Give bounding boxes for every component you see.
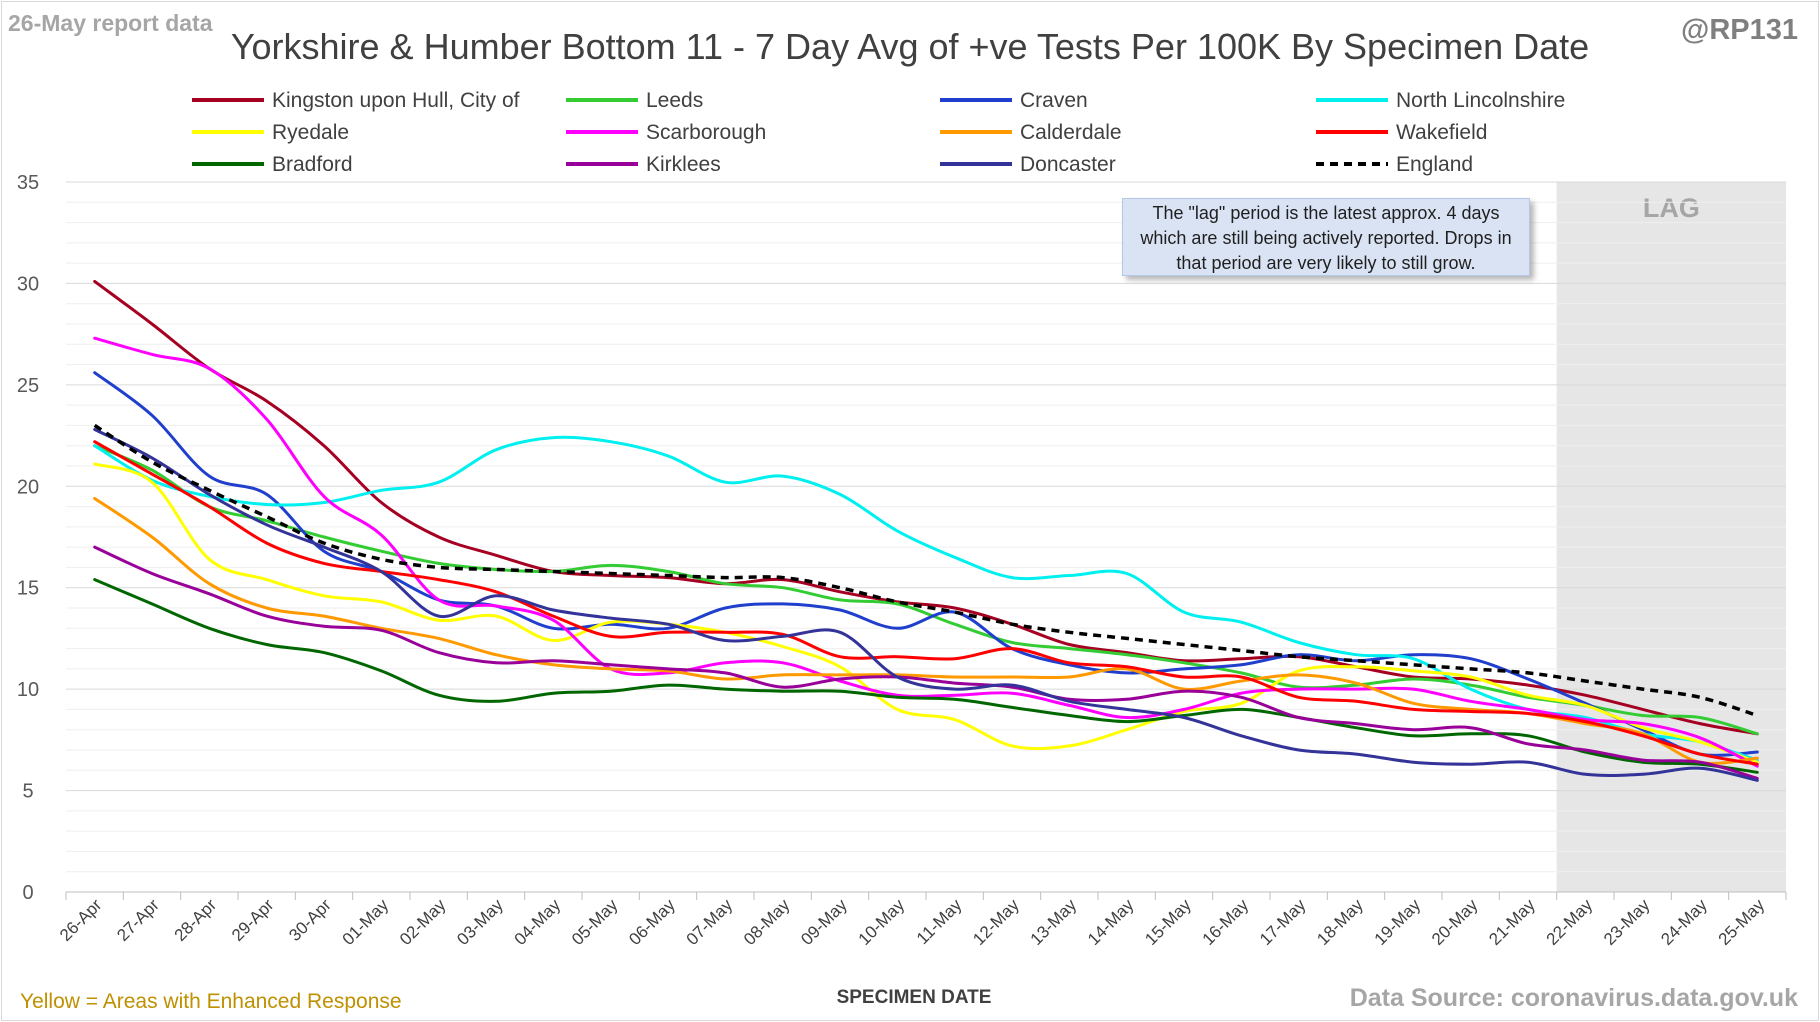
- series-line-north-lincolnshire: [93, 435, 1759, 762]
- x-tick-label: 08-May: [740, 895, 794, 949]
- legend-label-scarborough: Scarborough: [646, 121, 766, 144]
- x-tick-label: 23-May: [1600, 895, 1654, 949]
- lag-annotation: The "lag" period is the latest approx. 4…: [1122, 198, 1530, 276]
- x-tick-label: 07-May: [683, 895, 737, 949]
- legend-label-doncaster: Doncaster: [1020, 153, 1116, 176]
- legend-label-leeds: Leeds: [646, 89, 703, 112]
- lag-region: [1556, 182, 1786, 892]
- legend-label-england: England: [1396, 153, 1473, 176]
- x-tick-label: 09-May: [797, 895, 851, 949]
- legend-label-ryedale: Ryedale: [272, 121, 349, 144]
- series-line-leeds: [93, 444, 1759, 736]
- y-tick-label: 30: [17, 273, 39, 295]
- series-line-bradford: [93, 578, 1759, 774]
- lag-label: LAG: [1643, 193, 1700, 223]
- series-line-kirklees: [93, 545, 1759, 780]
- x-tick-label: 02-May: [396, 895, 450, 949]
- series-line-scarborough: [93, 336, 1759, 768]
- x-tick-label: 10-May: [855, 895, 909, 949]
- x-tick-label: 04-May: [511, 895, 565, 949]
- legend-label-craven: Craven: [1020, 89, 1088, 112]
- x-tick-label: 03-May: [453, 895, 507, 949]
- series-line-calderdale: [93, 497, 1759, 765]
- x-tick-label: 13-May: [1027, 895, 1081, 949]
- y-tick-label: 35: [17, 172, 39, 194]
- x-tick-label: 20-May: [1428, 895, 1482, 949]
- series-line-craven: [93, 371, 1759, 757]
- x-tick-label: 24-May: [1657, 895, 1711, 949]
- x-tick-label: 11-May: [913, 895, 966, 948]
- report-date-label: 26-May report data: [8, 10, 213, 36]
- x-tick-label: 18-May: [1313, 895, 1367, 949]
- series-line-ryedale: [93, 462, 1759, 764]
- x-tick-label: 05-May: [568, 895, 622, 949]
- x-tick-label: 15-May: [1141, 895, 1195, 949]
- enhanced-response-note: Yellow = Areas with Enhanced Response: [20, 990, 402, 1013]
- x-tick-label: 16-May: [1199, 895, 1253, 949]
- y-tick-label: 5: [22, 781, 33, 803]
- x-tick-label: 27-Apr: [113, 895, 163, 945]
- legend-label-kirklees: Kirklees: [646, 153, 721, 176]
- y-tick-label: 25: [17, 375, 39, 397]
- y-tick-label: 20: [17, 476, 39, 498]
- y-tick-label: 0: [22, 882, 33, 904]
- x-tick-label: 12-May: [969, 895, 1023, 949]
- legend-label-bradford: Bradford: [272, 153, 353, 176]
- chart-title: Yorkshire & Humber Bottom 11 - 7 Day Avg…: [230, 26, 1590, 67]
- x-tick-label: 17-May: [1256, 895, 1310, 949]
- series-line-england: [93, 423, 1758, 718]
- series-line-doncaster: [93, 428, 1759, 782]
- x-tick-label: 19-May: [1371, 895, 1425, 949]
- y-tick-label: 10: [17, 679, 39, 701]
- data-source: Data Source: coronavirus.data.gov.uk: [1349, 984, 1798, 1012]
- x-tick-label: 21-May: [1485, 895, 1539, 949]
- x-tick-label: 01-May: [339, 895, 393, 949]
- x-axis-title: SPECIMEN DATE: [837, 987, 992, 1008]
- x-tick-label: 06-May: [625, 895, 679, 949]
- series-line-wakefield: [93, 440, 1759, 766]
- legend-label-kingston-upon-hull-city-of: Kingston upon Hull, City of: [272, 89, 520, 112]
- x-tick-label: 28-Apr: [171, 895, 221, 945]
- x-tick-label: 25-May: [1715, 895, 1769, 949]
- legend-label-north-lincolnshire: North Lincolnshire: [1396, 89, 1565, 112]
- x-tick-label: 22-May: [1543, 895, 1597, 949]
- legend-label-wakefield: Wakefield: [1396, 121, 1487, 144]
- x-tick-label: 14-May: [1084, 895, 1138, 949]
- x-tick-label: 30-Apr: [285, 895, 335, 945]
- y-tick-label: 15: [17, 578, 39, 600]
- x-tick-label: 26-Apr: [56, 895, 106, 945]
- legend-label-calderdale: Calderdale: [1020, 121, 1122, 144]
- x-tick-label: 29-Apr: [228, 895, 278, 945]
- series-line-kingston-upon-hull-city-of: [93, 279, 1759, 736]
- author-handle: @RP131: [1681, 14, 1798, 46]
